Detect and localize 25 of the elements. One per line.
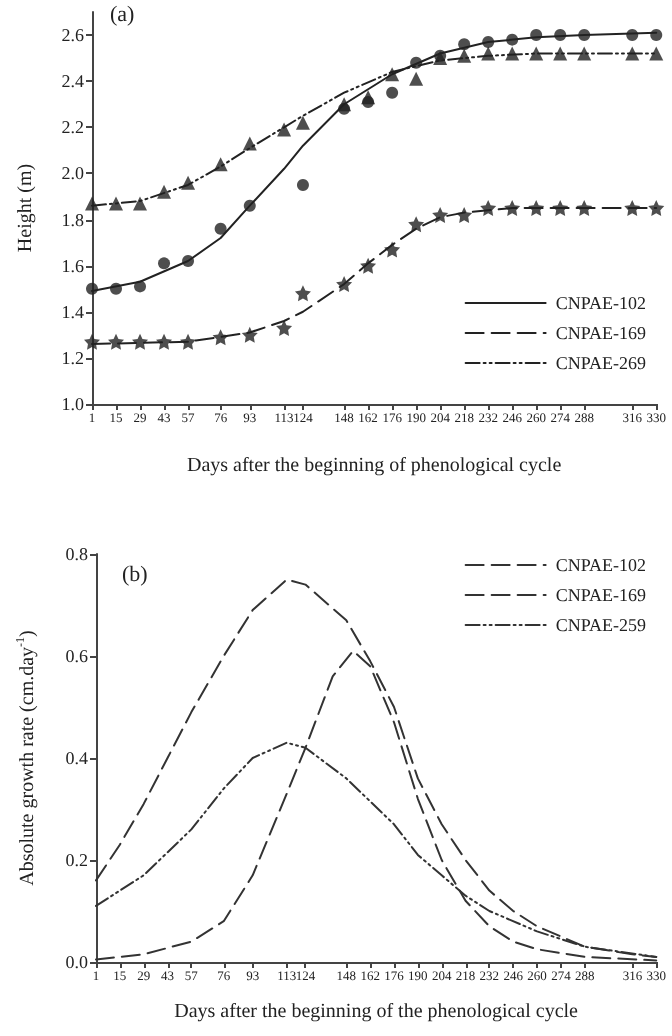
- legend-label: CNPAE-259: [555, 615, 647, 635]
- y-axis-title: Height (m): [15, 163, 37, 253]
- x-axis-title: Days after the beginning of phenological cycle: [186, 455, 563, 477]
- y-tick-label: 2.4: [61, 71, 85, 92]
- legend-label: CNPAE-102: [555, 555, 647, 575]
- y-tick-label: 2.6: [61, 25, 85, 46]
- legend-label: CNPAE-169: [555, 323, 647, 343]
- legend-label: CNPAE-169: [555, 585, 647, 605]
- y-tick-label: 0.8: [65, 544, 89, 564]
- y-tick-label: 1.4: [61, 301, 85, 322]
- legend-label: CNPAE-269: [555, 353, 647, 373]
- y-tick-label: 0.2: [65, 850, 88, 870]
- y-tick-label: 0.0: [65, 952, 89, 972]
- chart-title: (a): [110, 3, 136, 27]
- y-tick-label: 0.6: [65, 646, 89, 666]
- y-tick-label: 2.0: [61, 163, 85, 184]
- x-axis-title: Days after the beginning of the phenological cycle: [174, 1001, 580, 1023]
- legend-label: CNPAE-102: [555, 293, 647, 313]
- y-tick-label: 0.4: [65, 748, 89, 768]
- y-tick-label: 1.8: [61, 209, 85, 230]
- y-tick-label: 1.6: [61, 255, 85, 276]
- y-tick-label: 2.2: [61, 117, 84, 138]
- chart-title: (b): [122, 563, 149, 587]
- y-tick-label: 1.0: [61, 394, 85, 414]
- y-tick-label: 1.2: [61, 347, 84, 368]
